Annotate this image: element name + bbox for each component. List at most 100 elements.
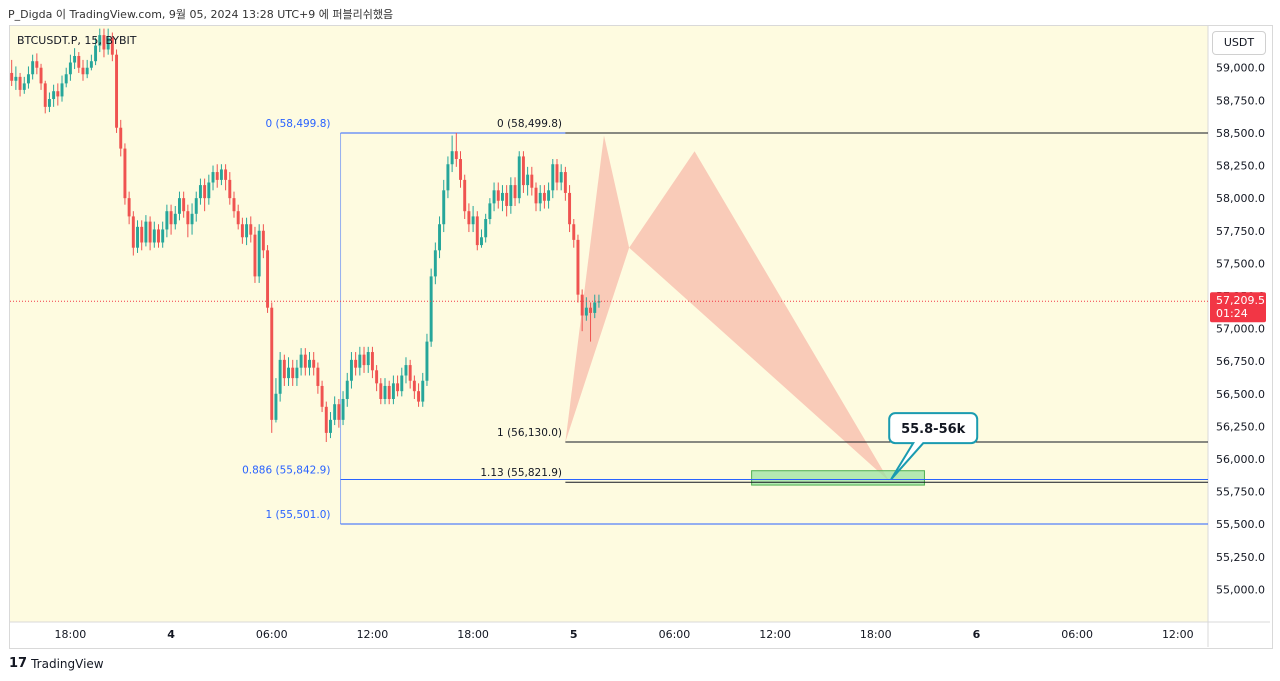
candle-body	[551, 164, 555, 191]
candle-body	[521, 156, 525, 186]
candle-body	[123, 148, 127, 199]
candle-body	[421, 380, 425, 402]
candle-body	[475, 216, 479, 246]
plot-area[interactable]	[10, 26, 1208, 622]
time-tick: 06:00	[256, 628, 288, 641]
candle-body	[18, 76, 22, 90]
price-tick: 58,250.0	[1216, 160, 1265, 173]
candle-body	[203, 185, 207, 199]
candle-body	[253, 234, 257, 277]
candle-body	[354, 359, 358, 368]
candle-body	[513, 185, 517, 199]
candle-body	[52, 91, 56, 100]
candle-body	[383, 385, 387, 399]
candle-body	[278, 359, 282, 394]
candle-body	[542, 192, 546, 201]
candle-body	[249, 224, 253, 235]
candle-body	[291, 367, 295, 379]
candle-body	[446, 164, 450, 191]
publish-caption: P_Digda 이 TradingView.com, 9월 05, 2024 1…	[8, 8, 394, 21]
candle-body	[308, 359, 311, 368]
candle-body	[459, 159, 462, 180]
candle-body	[563, 172, 567, 193]
candle-body	[144, 221, 148, 243]
time-tick: 12:00	[357, 628, 389, 641]
candle-body	[362, 354, 366, 366]
price-tick: 57,750.0	[1216, 225, 1265, 238]
time-tick: 18:00	[55, 628, 87, 641]
time-tick: 12:00	[759, 628, 791, 641]
candle-body	[333, 404, 337, 420]
candle-body	[559, 172, 563, 183]
candle-body	[593, 302, 597, 313]
candle-body	[194, 198, 198, 214]
harmonic-pattern-bcd	[629, 151, 890, 482]
time-tick: 6	[973, 628, 981, 641]
candle-body	[245, 224, 249, 238]
price-tick: 58,750.0	[1216, 94, 1265, 107]
candle-body	[538, 192, 542, 204]
candle-body	[580, 294, 584, 316]
candle-body	[274, 393, 278, 420]
candle-body	[345, 380, 349, 399]
candle-body	[157, 229, 160, 243]
candle-body	[589, 307, 593, 313]
current-price-badge	[1210, 292, 1266, 323]
price-tick: 55,250.0	[1216, 551, 1265, 564]
price-tick: 55,000.0	[1216, 583, 1265, 596]
time-tick: 18:00	[860, 628, 892, 641]
tradingview-logo[interactable]: 17 TradingView	[9, 656, 104, 671]
candle-body	[140, 226, 144, 243]
candle-body	[35, 61, 39, 68]
candle-body	[136, 226, 139, 248]
candle-body	[379, 383, 383, 399]
candle-body	[119, 127, 123, 149]
currency-button[interactable]: USDT	[1212, 31, 1266, 55]
candle-body	[500, 192, 504, 201]
candle-body	[438, 224, 442, 251]
candle-body	[257, 230, 261, 277]
candle-body	[404, 365, 408, 376]
candle-body	[480, 237, 483, 246]
candle-body	[115, 54, 119, 128]
candle-body	[94, 45, 98, 62]
callout-bubble	[888, 412, 979, 480]
candle-body	[467, 211, 471, 225]
candle-body	[312, 359, 316, 368]
candle-body	[425, 341, 429, 381]
fib-label-5: 1.13 (55,821.9)	[480, 467, 562, 479]
candle-body	[182, 198, 186, 212]
bar-countdown: 01:24	[1216, 307, 1248, 320]
candle-body	[131, 216, 135, 248]
price-tick: 57,000.0	[1216, 323, 1265, 336]
price-tick: 58,500.0	[1216, 127, 1265, 140]
candle-body	[287, 367, 290, 379]
candle-body	[47, 99, 51, 107]
candle-body	[534, 187, 538, 204]
candle-body	[597, 301, 601, 303]
candle-body	[173, 213, 177, 225]
candle-body	[106, 37, 110, 50]
candle-body	[161, 229, 165, 243]
candle-body	[127, 198, 131, 217]
price-tick: 55,500.0	[1216, 518, 1265, 531]
candle-body	[324, 406, 328, 433]
candle-body	[299, 354, 303, 368]
symbol-label[interactable]: BTCUSDT.P, 15, BYBIT	[17, 34, 137, 47]
candle-body	[526, 174, 530, 186]
candle-body	[375, 370, 379, 384]
candle-body	[488, 203, 492, 220]
candle-body	[400, 375, 404, 392]
candle-body	[572, 224, 576, 240]
candle-body	[266, 250, 270, 308]
candle-body	[509, 185, 513, 206]
candle-body	[270, 307, 274, 420]
candle-body	[417, 391, 421, 402]
candle-body	[240, 224, 244, 238]
candle-body	[64, 74, 68, 84]
candle-body	[341, 398, 345, 420]
candle-body	[148, 221, 152, 243]
candle-body	[450, 151, 454, 165]
candle-body	[198, 185, 202, 199]
